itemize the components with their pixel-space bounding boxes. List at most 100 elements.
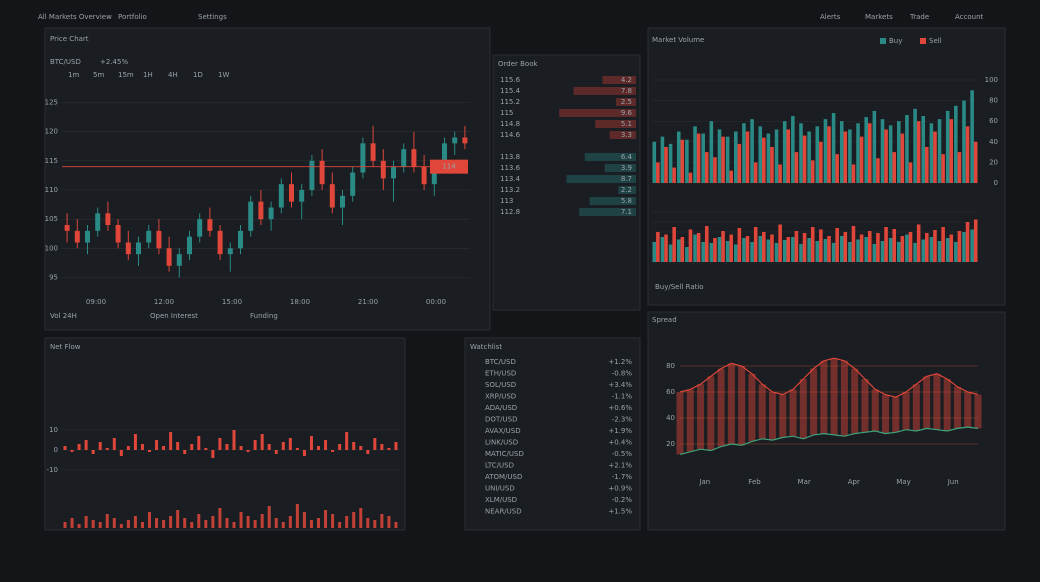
sell-bar — [965, 126, 970, 183]
y-tick-label: 110 — [45, 186, 58, 194]
candle-body — [248, 201, 254, 231]
buy-bar — [897, 242, 901, 262]
watch-name[interactable]: ATOM/USD — [485, 473, 522, 481]
timeframe[interactable]: 5m — [93, 71, 104, 79]
order-size: 6.4 — [621, 153, 633, 161]
buy-bar — [791, 116, 795, 183]
candle-body — [146, 230, 152, 243]
panel-title: Watchlist — [470, 343, 502, 351]
buy-bar — [750, 242, 754, 262]
watch-name[interactable]: AVAX/USD — [485, 427, 521, 435]
panel-title: Order Book — [498, 60, 538, 68]
buy-bar — [888, 238, 893, 262]
flow-bar — [63, 446, 67, 450]
panel-title: Market Volume — [652, 36, 704, 44]
footer-label: Open Interest — [150, 312, 198, 320]
buy-bar — [725, 241, 730, 262]
flow-bar — [324, 440, 328, 450]
nav-link[interactable]: Account — [955, 13, 984, 21]
flow-bar — [281, 442, 285, 450]
buy-bar — [676, 131, 681, 183]
volume-bar — [204, 520, 208, 528]
candle-body — [217, 230, 223, 255]
watch-name[interactable]: XLM/USD — [485, 496, 517, 504]
flow-bar — [218, 438, 222, 450]
sell-bar — [916, 121, 921, 183]
timeframe[interactable]: 4H — [168, 71, 178, 79]
panel-title: Spread — [652, 316, 677, 324]
buy-bar — [897, 121, 901, 183]
depth-bar — [618, 186, 636, 194]
volume-bar — [331, 514, 335, 528]
buy-bar — [758, 126, 763, 183]
timeframe[interactable]: 1H — [143, 71, 153, 79]
buy-bar — [954, 105, 958, 183]
pair: BTC/USD — [50, 58, 81, 66]
sell-bar — [957, 231, 962, 262]
sell-bar — [737, 143, 742, 183]
sell-bar — [704, 152, 709, 183]
buy-bar — [782, 121, 787, 183]
candle-body — [85, 230, 90, 243]
volume-bar — [63, 522, 67, 528]
timeframe[interactable]: 15m — [118, 71, 134, 79]
y-tick-label: 20 — [666, 440, 675, 448]
watch-name[interactable]: LINK/USD — [485, 439, 518, 447]
volume-bar — [246, 516, 250, 528]
order-size: 2.2 — [621, 186, 632, 194]
nav-link[interactable]: Alerts — [820, 13, 841, 21]
buy-bar — [848, 242, 852, 262]
sell-bar — [737, 228, 742, 262]
candle-body — [125, 242, 131, 255]
sell-bar — [762, 137, 766, 183]
nav-link[interactable]: Trade — [909, 13, 929, 21]
y-tick-label: 80 — [989, 97, 998, 105]
buy-bar — [807, 238, 811, 262]
watch-change: -0.8% — [612, 370, 633, 378]
volume-bar — [239, 512, 243, 528]
watch-name[interactable]: UNI/USD — [485, 485, 515, 493]
watch-name[interactable]: ADA/USD — [485, 404, 517, 412]
flow-bar — [183, 450, 187, 454]
sell-bar — [762, 232, 766, 262]
volume-bar — [253, 520, 257, 528]
buy-bar — [970, 90, 974, 183]
nav-link[interactable]: Settings — [198, 13, 227, 21]
candle-body — [340, 195, 345, 208]
buy-bar — [905, 115, 909, 183]
timeframe[interactable]: 1W — [218, 71, 229, 79]
watch-name[interactable]: ETH/USD — [485, 370, 516, 378]
sell-bar — [745, 236, 750, 262]
volume-bar — [84, 516, 88, 528]
watch-name[interactable]: SOL/USD — [485, 381, 516, 389]
buy-bar — [668, 244, 673, 262]
buy-bar — [905, 234, 909, 262]
change: +2.45% — [100, 58, 128, 66]
nav-link[interactable]: Portfolio — [118, 13, 147, 21]
timeframe[interactable]: 1D — [193, 71, 203, 79]
watch-name[interactable]: DOT/USD — [485, 416, 518, 424]
flow-bar — [317, 446, 320, 450]
depth-bar — [584, 153, 636, 161]
nav-link[interactable]: Markets — [865, 13, 893, 21]
nav-link[interactable]: All Markets Overview — [38, 13, 112, 21]
watch-name[interactable]: BTC/USD — [485, 358, 516, 366]
watch-name[interactable]: NEAR/USD — [485, 508, 522, 516]
volume-bar — [295, 504, 299, 528]
volume-bar — [288, 516, 292, 528]
watch-name[interactable]: MATIC/USD — [485, 450, 524, 458]
candle-body — [64, 225, 70, 231]
buy-bar — [685, 247, 689, 262]
volume-bar — [162, 520, 166, 528]
buy-bar — [888, 125, 893, 183]
sell-bar — [973, 219, 978, 262]
last-price-label: 114 — [442, 163, 456, 171]
watch-name[interactable]: XRP/USD — [485, 393, 516, 401]
sell-bar — [843, 232, 848, 262]
depth-bar — [609, 131, 636, 139]
sell-bar — [802, 233, 807, 262]
sell-bar — [810, 227, 815, 262]
timeframe[interactable]: 1m — [68, 71, 79, 79]
candle-body — [289, 184, 294, 202]
watch-name[interactable]: LTC/USD — [485, 462, 514, 470]
